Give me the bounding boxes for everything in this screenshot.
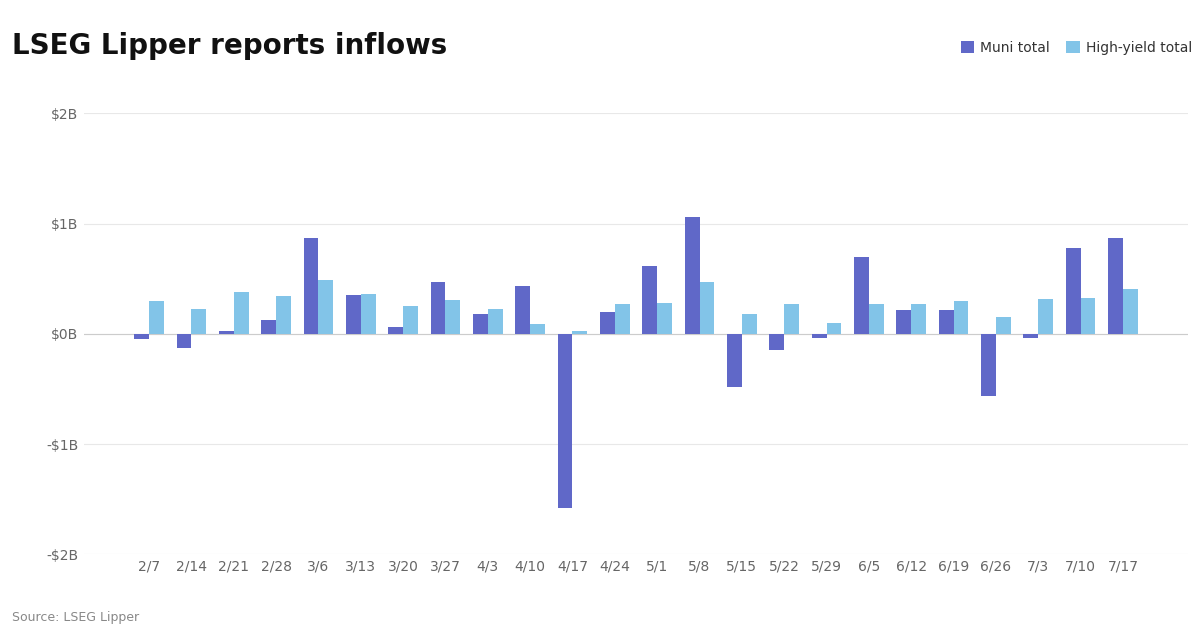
- Bar: [572, 331, 587, 334]
- Bar: [530, 324, 545, 334]
- Bar: [558, 334, 572, 508]
- Bar: [515, 287, 530, 334]
- Bar: [1066, 248, 1081, 334]
- Bar: [346, 295, 361, 334]
- Bar: [403, 306, 418, 334]
- Text: Source: LSEG Lipper: Source: LSEG Lipper: [12, 610, 139, 624]
- Bar: [658, 303, 672, 334]
- Bar: [614, 304, 630, 334]
- Bar: [1081, 297, 1096, 334]
- Bar: [938, 309, 954, 334]
- Bar: [149, 301, 164, 334]
- Bar: [685, 217, 700, 334]
- Bar: [600, 312, 614, 334]
- Bar: [982, 334, 996, 396]
- Bar: [1038, 299, 1054, 334]
- Bar: [176, 334, 191, 348]
- Bar: [234, 292, 248, 334]
- Text: LSEG Lipper reports inflows: LSEG Lipper reports inflows: [12, 32, 448, 59]
- Bar: [445, 300, 461, 334]
- Bar: [811, 334, 827, 338]
- Bar: [318, 280, 334, 334]
- Bar: [487, 309, 503, 334]
- Bar: [191, 309, 206, 334]
- Bar: [785, 304, 799, 334]
- Bar: [769, 334, 785, 350]
- Bar: [218, 331, 234, 334]
- Bar: [431, 282, 445, 334]
- Bar: [869, 304, 883, 334]
- Bar: [1123, 289, 1138, 334]
- Bar: [262, 319, 276, 334]
- Bar: [854, 257, 869, 334]
- Bar: [473, 314, 487, 334]
- Bar: [742, 314, 757, 334]
- Bar: [642, 266, 658, 334]
- Bar: [1108, 238, 1123, 334]
- Legend: Muni total, High-yield total: Muni total, High-yield total: [960, 41, 1192, 55]
- Bar: [996, 318, 1010, 334]
- Bar: [896, 309, 911, 334]
- Bar: [389, 328, 403, 334]
- Bar: [827, 323, 841, 334]
- Bar: [1024, 334, 1038, 338]
- Bar: [361, 294, 376, 334]
- Bar: [276, 296, 290, 334]
- Bar: [954, 301, 968, 334]
- Bar: [700, 282, 714, 334]
- Bar: [911, 304, 926, 334]
- Bar: [134, 334, 149, 340]
- Bar: [727, 334, 742, 387]
- Bar: [304, 238, 318, 334]
